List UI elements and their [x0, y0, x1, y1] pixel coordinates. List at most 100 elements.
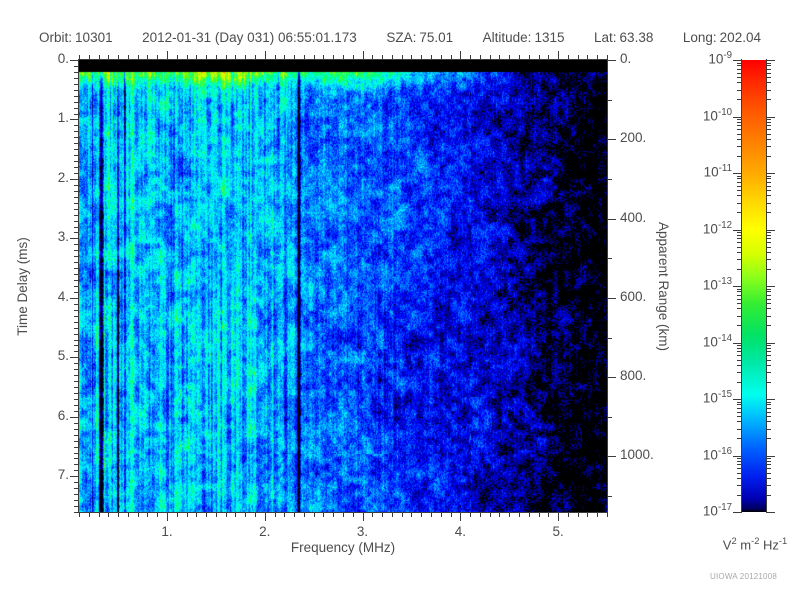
- x-tick-minor: [607, 512, 608, 517]
- x-tick-top: [99, 55, 100, 60]
- y-left-tick-major: [70, 417, 79, 418]
- x-tick-top: [323, 55, 324, 60]
- y-left-tick-minor: [74, 453, 79, 454]
- y-right-tick-major: [607, 219, 616, 220]
- x-tick-top: [304, 55, 305, 60]
- colorbar-tick-minor-right: [766, 325, 771, 326]
- x-tick-top: [343, 55, 344, 60]
- x-tick-top: [607, 55, 608, 60]
- x-tick-top: [480, 55, 481, 60]
- colorbar-tick-minor-left: [737, 360, 742, 361]
- colorbar-tick-minor-right: [766, 429, 771, 430]
- x-tick-minor: [118, 512, 119, 517]
- colorbar-tick-minor-right: [766, 232, 771, 233]
- colorbar-tick-minor-left: [737, 146, 742, 147]
- x-tick-minor: [284, 512, 285, 517]
- y-left-tick-minor: [74, 328, 79, 329]
- lat-field: Lat: 63.38: [594, 30, 653, 45]
- x-tick-major: [460, 512, 461, 521]
- x-tick-top: [79, 55, 80, 60]
- colorbar-gradient: [742, 60, 766, 512]
- x-tick-top: [597, 55, 598, 60]
- colorbar-label-exponent: -9: [723, 50, 732, 61]
- colorbar-tick-minor-left: [737, 69, 742, 70]
- credit-text: UIOWA 20121008: [710, 572, 777, 581]
- y-left-tick-label: 6.: [57, 407, 69, 423]
- y-left-tick-label: 0.: [57, 51, 69, 66]
- y-left-tick-label: 3.: [57, 229, 69, 245]
- colorbar-tick-minor-right: [766, 269, 771, 270]
- x-tick-minor: [490, 512, 491, 517]
- y-right-tick-label: 200.: [620, 130, 647, 146]
- colorbar-tick-minor-left: [737, 316, 742, 317]
- x-tick-top: [206, 55, 207, 60]
- colorbar-tick-minor-right: [766, 119, 771, 120]
- x-axis-title: Frequency (MHz): [290, 540, 396, 555]
- x-tick-minor: [275, 512, 276, 517]
- header-metadata: Orbit: 10301 2012-01-31 (Day 031) 06:55:0…: [0, 30, 800, 45]
- y-left-tick-minor: [74, 494, 79, 495]
- x-tick-top: [509, 55, 510, 60]
- colorbar-label-exponent: -12: [717, 219, 732, 231]
- y-right-tick-major: [607, 298, 616, 299]
- y-left-tick-minor: [74, 369, 79, 370]
- x-tick-minor: [206, 512, 207, 517]
- colorbar-tick-minor-left: [737, 82, 742, 83]
- y-left-tick-minor: [74, 351, 79, 352]
- x-tick-minor: [539, 512, 540, 517]
- y-left-tick-minor: [74, 310, 79, 311]
- colorbar-tick-minor-left: [737, 458, 742, 459]
- x-tick-minor: [147, 512, 148, 517]
- colorbar-tick-minor-left: [737, 247, 742, 248]
- x-tick-top: [558, 51, 559, 60]
- x-tick-minor: [392, 512, 393, 517]
- y-right-tick-major: [607, 377, 616, 378]
- colorbar-tick-minor-right: [766, 195, 771, 196]
- y-right-tick-minor: [607, 179, 612, 180]
- colorbar-tick-minor-left: [737, 232, 742, 233]
- x-tick-minor: [353, 512, 354, 517]
- x-tick-top: [157, 55, 158, 60]
- colorbar-tick-minor-right: [766, 82, 771, 83]
- x-tick-minor: [177, 512, 178, 517]
- colorbar-tick-minor-left: [737, 125, 742, 126]
- y-left-tick-minor: [74, 316, 79, 317]
- colorbar-tick-label: 10-10: [664, 107, 732, 124]
- sza-field: SZA: 75.01: [386, 30, 453, 45]
- y-left-tick-minor: [74, 334, 79, 335]
- x-tick-minor: [157, 512, 158, 517]
- y-left-tick-minor: [74, 411, 79, 412]
- colorbar-tick-minor-left: [737, 464, 742, 465]
- colorbar-tick-minor-left: [737, 345, 742, 346]
- colorbar-tick-minor-left: [737, 238, 742, 239]
- x-tick-top: [587, 55, 588, 60]
- x-tick-minor: [548, 512, 549, 517]
- y-left-tick-minor: [74, 340, 79, 341]
- x-tick-label: 3.: [356, 524, 369, 539]
- colorbar-tick-minor-right: [766, 178, 771, 179]
- x-tick-minor: [187, 512, 188, 517]
- colorbar-tick-minor-right: [766, 461, 771, 462]
- colorbar-tick-minor-left: [737, 269, 742, 270]
- y-left-tick-minor: [74, 209, 79, 210]
- colorbar-tick-label: 10-9: [664, 50, 732, 67]
- colorbar-label-mantissa: 10: [702, 334, 718, 349]
- colorbar-tick-minor-left: [737, 129, 742, 130]
- y-axis-right-title: Apparent Range (km): [655, 221, 671, 351]
- colorbar-tick-minor-right: [766, 308, 771, 309]
- colorbar-tick-minor-left: [737, 351, 742, 352]
- y-left-tick-minor: [74, 399, 79, 400]
- y-left-tick-minor: [74, 304, 79, 305]
- x-tick-major: [167, 512, 168, 521]
- colorbar-tick-minor-right: [766, 478, 771, 479]
- colorbar-tick-minor-right: [766, 416, 771, 417]
- y-left-tick-minor: [74, 191, 79, 192]
- x-tick-minor: [294, 512, 295, 517]
- y-left-tick-minor: [74, 90, 79, 91]
- x-tick-minor: [138, 512, 139, 517]
- y-left-tick-minor: [74, 72, 79, 73]
- x-tick-top: [529, 55, 530, 60]
- colorbar-tick-label: 10-17: [664, 502, 732, 519]
- colorbar-tick-minor-right: [766, 139, 771, 140]
